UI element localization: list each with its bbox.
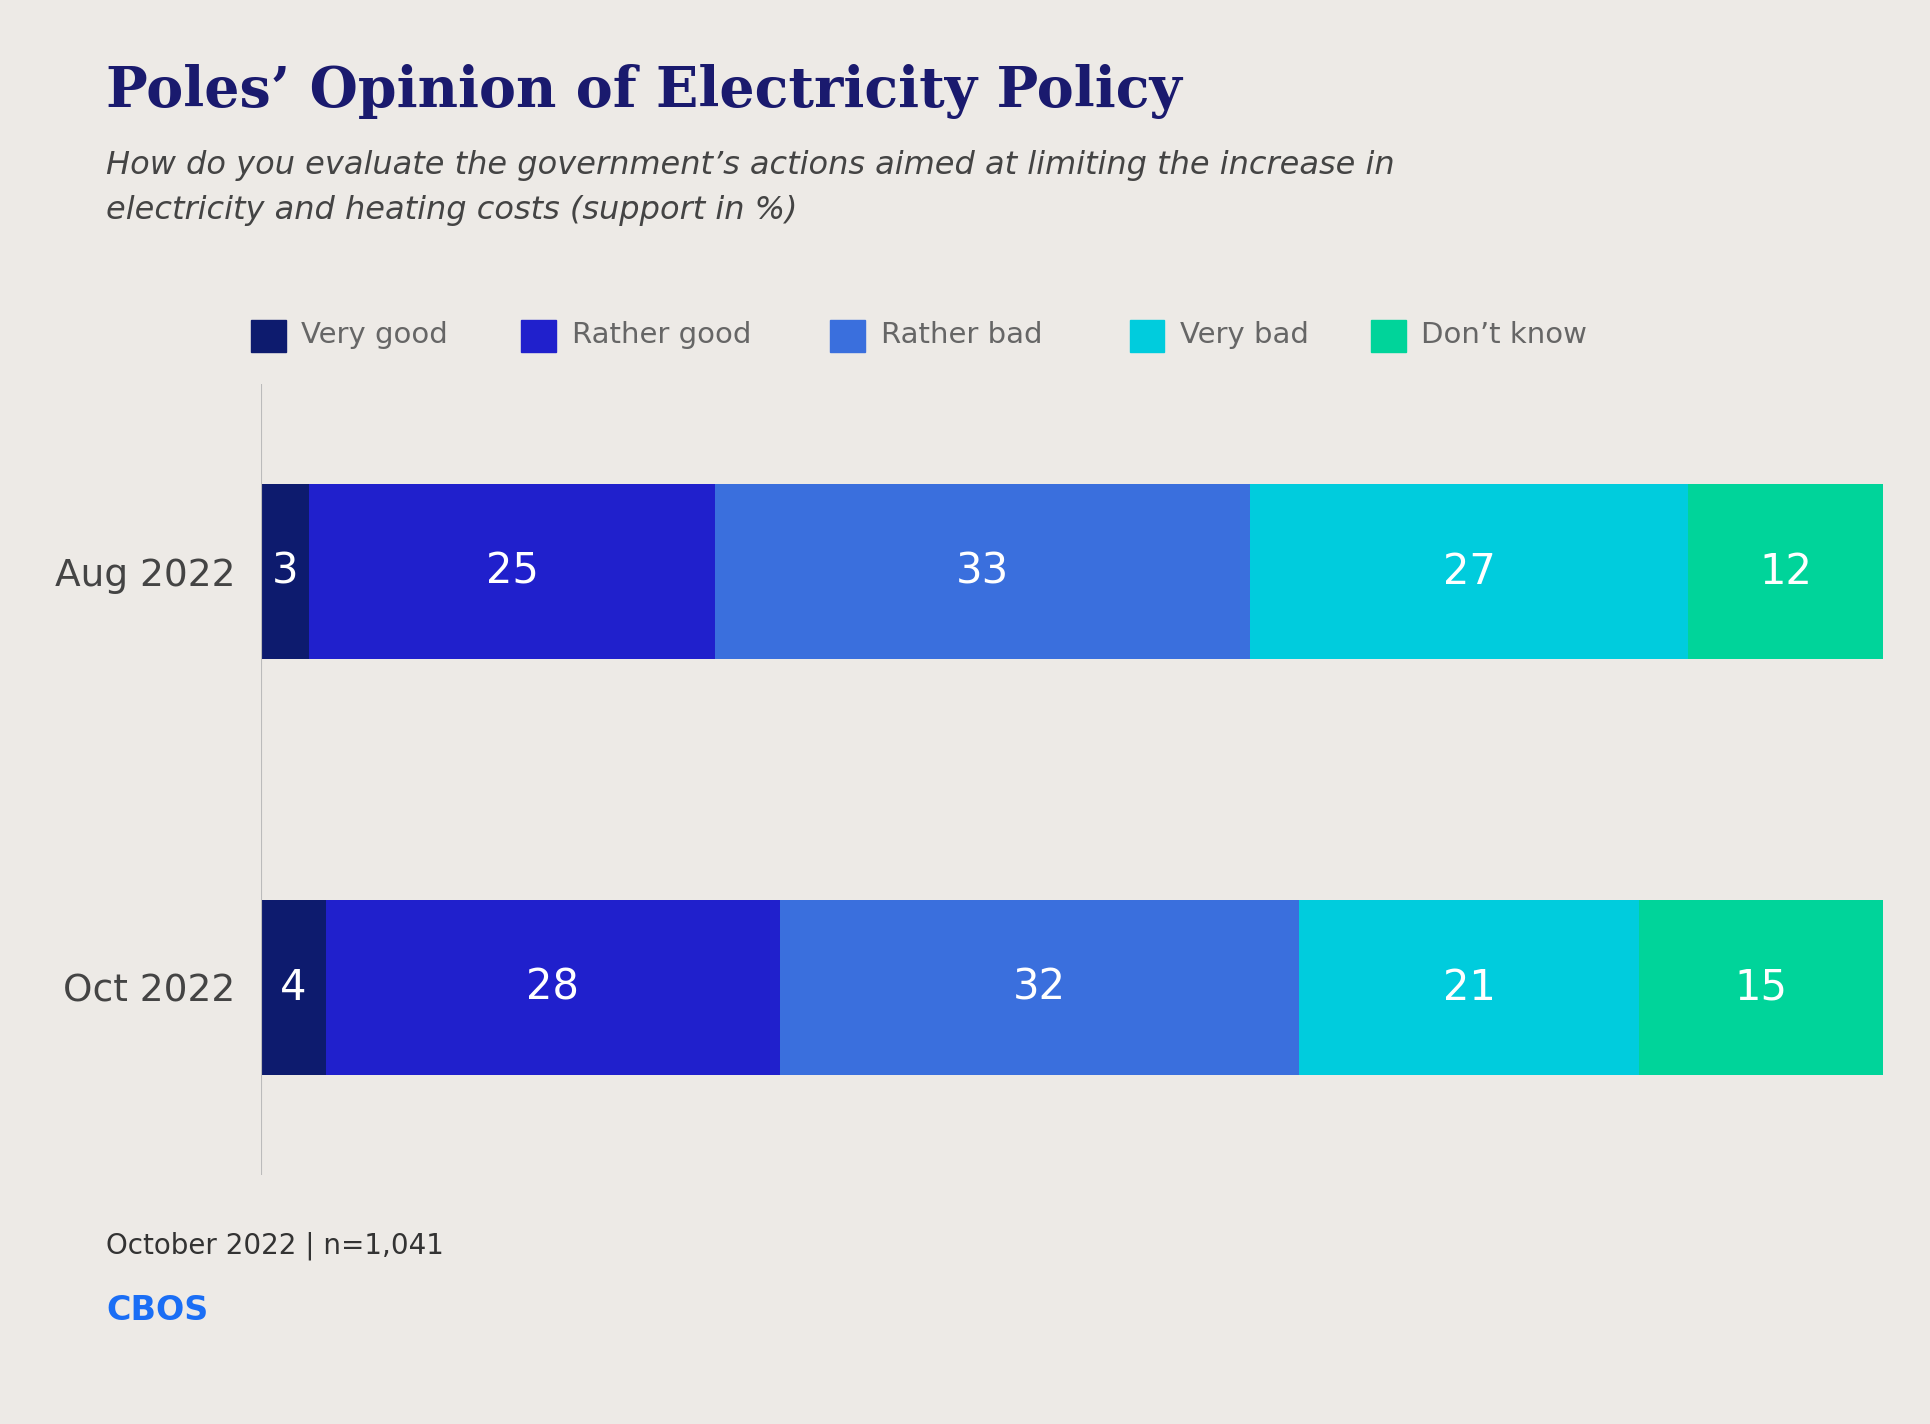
Text: 32: 32 [1011, 967, 1065, 1008]
Bar [780, 900, 1299, 1075]
Bar [261, 900, 326, 1075]
Text: October 2022 | n=1,041: October 2022 | n=1,041 [106, 1232, 444, 1260]
Text: 25: 25 [486, 551, 538, 592]
Bar [714, 484, 1249, 659]
Text: 12: 12 [1758, 551, 1810, 592]
Text: 21: 21 [1442, 967, 1494, 1008]
Text: Rather bad: Rather bad [880, 320, 1042, 349]
Bar [1299, 900, 1639, 1075]
Text: Don’t know: Don’t know [1420, 320, 1586, 349]
Bar [1687, 484, 1882, 659]
Text: 28: 28 [525, 967, 579, 1008]
Text: CBOS: CBOS [106, 1294, 208, 1327]
Text: 4: 4 [280, 967, 307, 1008]
Bar [261, 484, 309, 659]
Text: 27: 27 [1442, 551, 1494, 592]
Text: Very good: Very good [301, 320, 448, 349]
Text: How do you evaluate the government’s actions aimed at limiting the increase in
e: How do you evaluate the government’s act… [106, 150, 1393, 226]
Text: Poles’ Opinion of Electricity Policy: Poles’ Opinion of Electricity Policy [106, 64, 1181, 120]
Bar [1249, 484, 1687, 659]
Bar [326, 900, 780, 1075]
Text: 33: 33 [955, 551, 1009, 592]
Text: 15: 15 [1733, 967, 1787, 1008]
Bar [309, 484, 714, 659]
Text: 3: 3 [272, 551, 297, 592]
Text: Very bad: Very bad [1179, 320, 1309, 349]
Bar [1639, 900, 1882, 1075]
Text: Rather good: Rather good [571, 320, 751, 349]
